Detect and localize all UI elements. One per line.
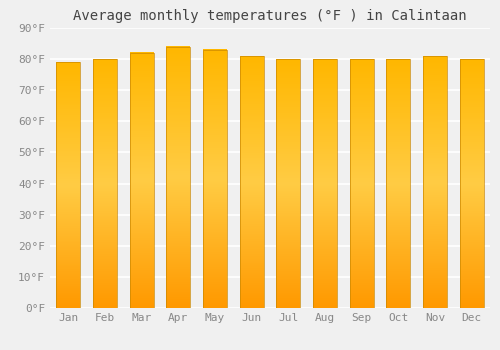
Bar: [313, 59, 337, 308]
Bar: [93, 59, 117, 308]
Bar: [460, 59, 483, 308]
Bar: [423, 56, 447, 308]
Bar: [386, 59, 410, 308]
Bar: [350, 59, 374, 308]
Bar: [166, 47, 190, 308]
Bar: [203, 50, 227, 308]
Bar: [56, 62, 80, 308]
Bar: [240, 56, 264, 308]
Title: Average monthly temperatures (°F ) in Calintaan: Average monthly temperatures (°F ) in Ca…: [73, 9, 467, 23]
Bar: [130, 53, 154, 308]
Bar: [276, 59, 300, 308]
